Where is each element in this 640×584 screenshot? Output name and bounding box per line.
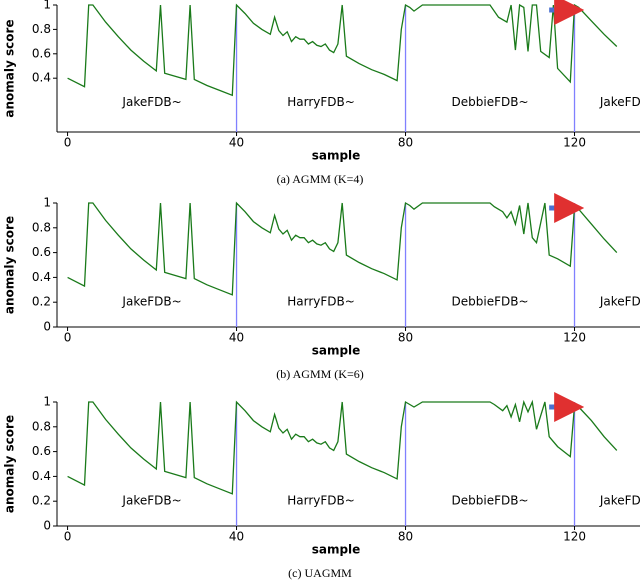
x-axis-label: sample [312, 149, 361, 163]
score-line [67, 399, 618, 495]
caption: (a) AGMM (K=4) [277, 172, 364, 186]
x-tick-label: 0 [64, 530, 72, 544]
score-line [67, 3, 618, 97]
score-line [67, 201, 618, 296]
x-tick-label: 80 [398, 331, 413, 345]
segment-label: HarryFDB~ [287, 494, 355, 508]
y-tick-label: 0.2 [32, 295, 51, 309]
caption: (c) UAGMM [288, 566, 352, 580]
x-tick-label: 120 [563, 136, 586, 150]
x-tick-label: 80 [398, 136, 413, 150]
y-tick-label: 0.4 [32, 270, 51, 284]
chart-panel: 0 0.2 0.4 0.6 0.8 1 0 40 80 120 JakeFDB~ HarryFDB~ D… [3, 193, 640, 381]
y-axis-label: anomaly score [3, 19, 17, 117]
x-tick-label: 120 [563, 530, 586, 544]
x-tick-label: 0 [64, 136, 72, 150]
x-tick-label: 80 [398, 530, 413, 544]
y-tick-label: 0.8 [32, 419, 51, 433]
x-tick-label: 0 [64, 331, 72, 345]
y-tick-label: 0.6 [32, 46, 51, 60]
x-axis-label: sample [312, 543, 361, 557]
x-tick-label: 40 [229, 136, 244, 150]
segment-label: DebbieFDB~ [452, 295, 529, 309]
y-tick-label: 0.6 [32, 444, 51, 458]
y-axis-label: anomaly score [3, 415, 17, 513]
x-tick-label: 40 [229, 331, 244, 345]
x-axis-label: sample [312, 344, 361, 358]
y-tick-label: 0.2 [32, 494, 51, 508]
segment-label: DebbieFDB~ [452, 95, 529, 109]
x-tick-label: 120 [563, 331, 586, 345]
y-tick-label: 0.4 [32, 71, 51, 85]
y-tick-label: 0 [43, 519, 51, 533]
segment-label: JakeFDB~ [121, 295, 181, 309]
y-tick-label: 1 [43, 0, 51, 12]
segment-label: JakeFDB+ [599, 95, 640, 109]
y-tick-label: 0.8 [32, 22, 51, 36]
segment-label: JakeFDB+ [599, 295, 640, 309]
segment-label: JakeFDB+ [599, 494, 640, 508]
y-tick-label: 0 [43, 320, 51, 334]
y-tick-label: 0.8 [32, 220, 51, 234]
x-tick-label: 40 [229, 530, 244, 544]
segment-label: DebbieFDB~ [452, 494, 529, 508]
caption: (b) AGMM (K=6) [276, 367, 363, 381]
y-axis-label: anomaly score [3, 216, 17, 314]
segment-label: JakeFDB~ [121, 494, 181, 508]
y-tick-label: 0.6 [32, 245, 51, 259]
chart-panel: 0.4 0.6 0.8 1 0 40 80 120 JakeFDB~ HarryFDB~ Debbi… [3, 0, 640, 186]
y-tick-label: 1 [43, 395, 51, 409]
chart-panel: 0 0.2 0.4 0.6 0.8 1 0 40 80 120 JakeFDB~ HarryFDB~ D… [3, 392, 640, 580]
y-tick-label: 1 [43, 196, 51, 210]
segment-label: JakeFDB~ [121, 95, 181, 109]
segment-label: HarryFDB~ [287, 295, 355, 309]
y-tick-label: 0.4 [32, 469, 51, 483]
segment-label: HarryFDB~ [287, 95, 355, 109]
